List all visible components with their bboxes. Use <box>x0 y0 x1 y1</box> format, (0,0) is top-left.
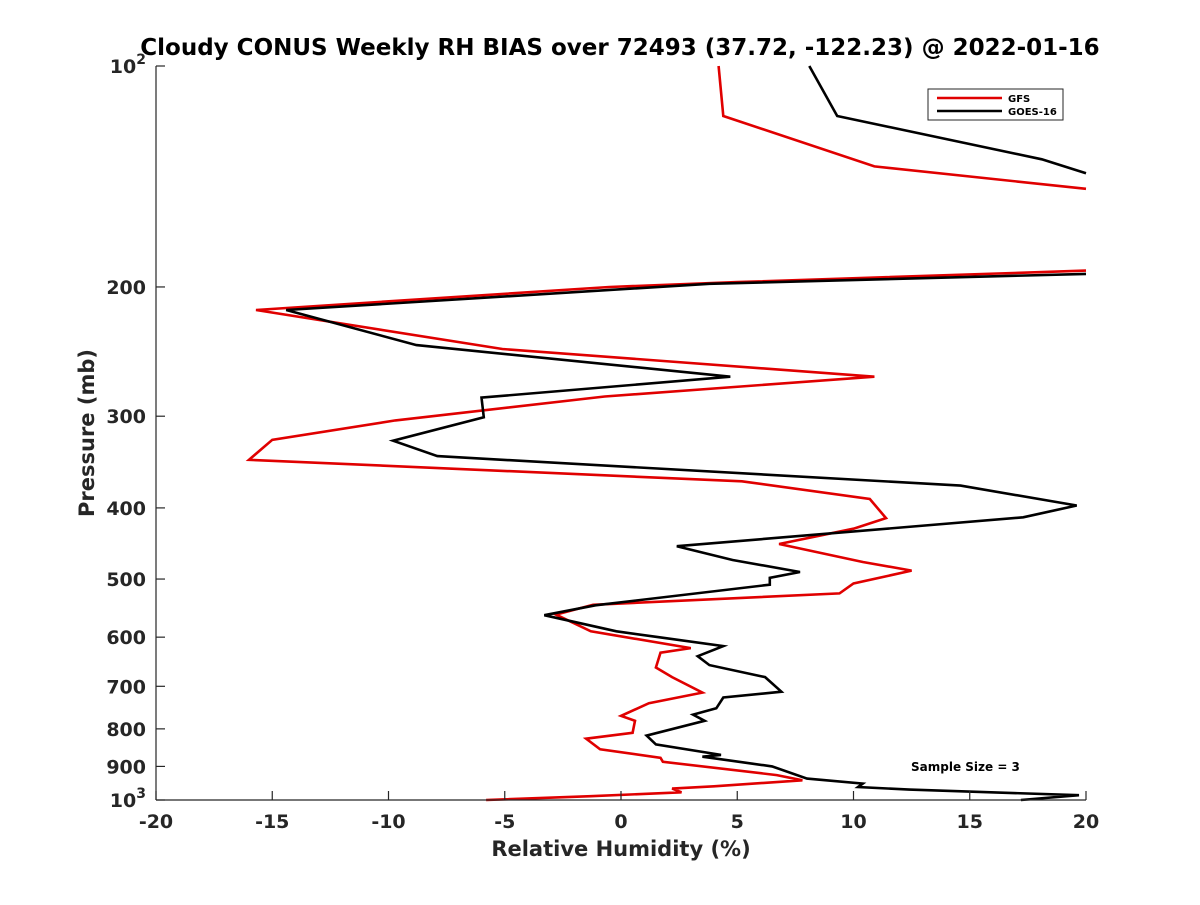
y-tick-label: 500 <box>106 569 146 591</box>
y-tick-label: 600 <box>106 627 146 649</box>
legend-item-goes-16: GOES-16 <box>937 107 1057 118</box>
series-layer <box>245 65 1087 802</box>
x-tick-label: -5 <box>494 811 515 833</box>
x-axis-label: Relative Humidity (%) <box>491 837 750 861</box>
legend-label: GOES-16 <box>1008 107 1057 118</box>
series-line-goes-16 <box>808 65 1087 175</box>
legend-label: GFS <box>1008 94 1030 105</box>
x-tick-label: -10 <box>371 811 405 833</box>
x-tick-label: 20 <box>1073 811 1099 833</box>
y-ticks: 102 200 300 400 500 600 700 800 900 103 <box>106 52 165 812</box>
y-tick-label: 103 <box>110 786 146 812</box>
legend-box <box>927 88 1064 121</box>
y-tick-label: 200 <box>106 277 146 299</box>
legend-item-gfs: GFS <box>937 94 1030 105</box>
y-tick-label: 800 <box>106 719 146 741</box>
series-line-gfs <box>717 65 1087 191</box>
y-tick-label: 700 <box>106 676 146 698</box>
y-axis-label: Pressure (mb) <box>75 349 99 517</box>
y-tick-label: 300 <box>106 406 146 428</box>
series-goes-16 <box>285 65 1087 802</box>
x-tick-label: 5 <box>731 811 744 833</box>
x-tick-label: 0 <box>614 811 627 833</box>
legend: GFS GOES-16 <box>927 88 1064 121</box>
x-tick-label: 10 <box>840 811 866 833</box>
x-tick-label: 15 <box>957 811 983 833</box>
x-ticks: -20 -15 -10 -5 0 5 10 15 20 <box>139 791 1099 833</box>
y-tick-label: 102 <box>110 52 146 78</box>
y-tick-label: 400 <box>106 498 146 520</box>
sample-size-annotation: Sample Size = 3 <box>911 760 1020 774</box>
x-tick-label: -20 <box>139 811 173 833</box>
y-tick-label: 900 <box>106 756 146 778</box>
series-line-goes-16 <box>285 272 1087 802</box>
chart-title: Cloudy CONUS Weekly RH BIAS over 72493 (… <box>140 35 1099 61</box>
x-tick-label: -15 <box>255 811 289 833</box>
